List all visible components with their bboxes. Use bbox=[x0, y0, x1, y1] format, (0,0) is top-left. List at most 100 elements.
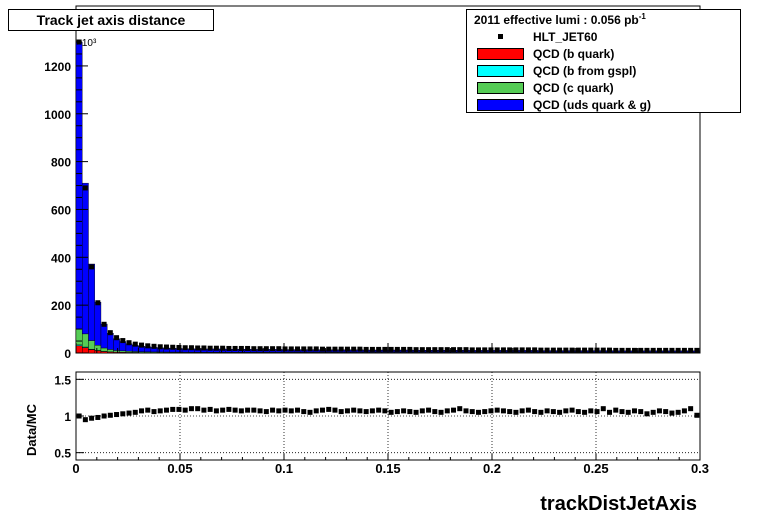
ratio-point bbox=[332, 407, 338, 413]
ratio-point bbox=[382, 408, 388, 414]
ratio-point bbox=[101, 413, 107, 419]
data-point bbox=[407, 346, 413, 352]
stack-bar bbox=[94, 350, 102, 354]
ratio-point bbox=[263, 409, 269, 415]
ratio-point bbox=[319, 407, 325, 413]
ratio-point bbox=[213, 408, 219, 414]
ratio-point bbox=[95, 414, 101, 420]
legend-swatch-icon bbox=[477, 82, 524, 94]
legend-label: QCD (b quark) bbox=[533, 47, 615, 61]
data-point bbox=[120, 338, 126, 344]
x-tick-label: 0.1 bbox=[275, 461, 293, 476]
data-point bbox=[319, 346, 325, 352]
ratio-point bbox=[625, 409, 631, 415]
ratio-point bbox=[351, 407, 357, 413]
ratio-y-tick-label: 1.5 bbox=[54, 373, 71, 387]
data-point bbox=[151, 343, 157, 349]
data-point bbox=[326, 346, 332, 352]
ratio-point bbox=[282, 407, 288, 413]
ratio-point bbox=[163, 407, 169, 413]
ratio-point bbox=[469, 409, 475, 415]
data-point bbox=[351, 346, 357, 352]
stack-bar bbox=[94, 345, 102, 351]
data-point bbox=[145, 343, 151, 349]
legend-marker-icon bbox=[477, 31, 524, 43]
data-point bbox=[157, 344, 163, 350]
ratio-point bbox=[444, 408, 450, 414]
ratio-point bbox=[301, 409, 307, 415]
data-point bbox=[276, 346, 282, 352]
ratio-point bbox=[438, 409, 444, 415]
data-point bbox=[357, 346, 363, 352]
data-point bbox=[307, 346, 313, 352]
y-tick-label: 200 bbox=[51, 299, 71, 313]
ratio-point bbox=[401, 408, 407, 414]
data-point bbox=[500, 347, 506, 353]
ratio-point bbox=[388, 409, 394, 415]
data-point bbox=[463, 347, 469, 353]
x-tick-label: 0.05 bbox=[167, 461, 192, 476]
data-point bbox=[482, 347, 488, 353]
legend-lumi: 2011 effective lumi : 0.056 pb-1 bbox=[474, 12, 646, 27]
data-point bbox=[650, 347, 656, 353]
ratio-point bbox=[188, 406, 194, 412]
ratio-point bbox=[238, 408, 244, 414]
legend-entry-c-quark: QCD (c quark) bbox=[467, 80, 740, 97]
ratio-point bbox=[338, 409, 344, 415]
data-point bbox=[694, 347, 700, 353]
data-point bbox=[376, 346, 382, 352]
data-point bbox=[344, 346, 350, 352]
ratio-point bbox=[513, 409, 519, 415]
data-point bbox=[444, 347, 450, 353]
ratio-point bbox=[488, 408, 494, 414]
data-point bbox=[544, 347, 550, 353]
ratio-y-tick-label: 1 bbox=[64, 410, 71, 424]
ratio-point bbox=[326, 406, 332, 412]
data-point bbox=[114, 335, 120, 341]
legend-swatch-icon bbox=[477, 48, 524, 60]
ratio-point bbox=[126, 410, 132, 416]
data-point bbox=[625, 347, 631, 353]
data-point bbox=[101, 321, 107, 327]
ratio-y-tick-label: 0.5 bbox=[54, 447, 71, 461]
data-point bbox=[663, 347, 669, 353]
data-point bbox=[288, 346, 294, 352]
data-point bbox=[631, 347, 637, 353]
ratio-point bbox=[569, 407, 575, 413]
y-tick-label: 1200 bbox=[44, 60, 71, 74]
stack-bar bbox=[100, 351, 108, 354]
data-point bbox=[563, 347, 569, 353]
ratio-point bbox=[575, 409, 581, 415]
ratio-point bbox=[270, 407, 276, 413]
x-tick-label: 0.15 bbox=[375, 461, 400, 476]
ratio-point bbox=[500, 408, 506, 414]
data-point bbox=[475, 347, 481, 353]
ratio-point bbox=[681, 408, 687, 414]
ratio-point bbox=[251, 407, 257, 413]
ratio-point bbox=[232, 407, 238, 413]
ratio-point bbox=[631, 408, 637, 414]
data-point bbox=[295, 346, 301, 352]
legend-label: QCD (b from gspl) bbox=[533, 64, 637, 78]
data-point bbox=[220, 345, 226, 351]
ratio-point bbox=[594, 409, 600, 415]
y-tick-label: 400 bbox=[51, 251, 71, 265]
data-point bbox=[575, 347, 581, 353]
data-point bbox=[513, 347, 519, 353]
ratio-point bbox=[451, 407, 457, 413]
data-point bbox=[213, 345, 219, 351]
ratio-point bbox=[550, 409, 556, 415]
data-point bbox=[457, 347, 463, 353]
ratio-point bbox=[139, 408, 145, 414]
data-point bbox=[432, 347, 438, 353]
ratio-point bbox=[588, 408, 594, 414]
ratio-point bbox=[525, 407, 531, 413]
data-point bbox=[313, 346, 319, 352]
ratio-point bbox=[394, 409, 400, 415]
ratio-point bbox=[563, 408, 569, 414]
ratio-point bbox=[544, 408, 550, 414]
ratio-point bbox=[532, 409, 538, 415]
ratio-point bbox=[376, 407, 382, 413]
data-point bbox=[582, 347, 588, 353]
x-tick-label: 0.3 bbox=[691, 461, 709, 476]
